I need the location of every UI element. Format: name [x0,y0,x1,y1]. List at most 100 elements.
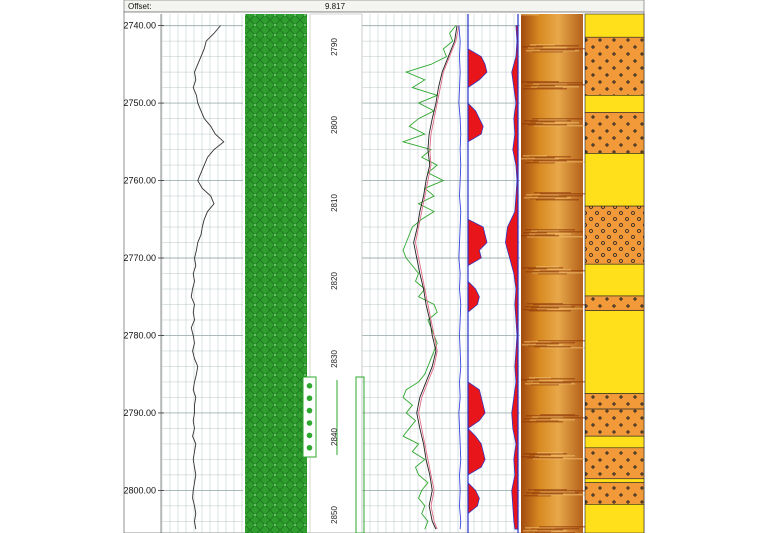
image-streak [521,456,539,458]
image-streak [537,452,563,454]
lithology-interval [584,310,645,394]
image-streak [529,454,551,456]
image-streak [525,229,575,231]
image-streak [533,304,587,306]
image-streak [530,121,555,123]
secondary-tick-label: 2820 [330,272,339,290]
depth-tick-label: 2750.00 [123,98,156,108]
lithology-interval [584,447,645,480]
image-streak [534,346,571,348]
core-dot [306,432,313,439]
secondary-tick-label: 2840 [330,428,339,446]
image-streak [526,492,579,494]
image-streak [523,88,567,90]
log-curve [413,25,458,530]
lithology-interval [584,393,645,410]
image-streak [531,230,559,232]
header-bar [123,0,645,13]
image-streak [534,48,591,50]
grid-lines [161,14,520,533]
image-streak [531,384,559,386]
secondary-tick-label: 2850 [330,506,339,524]
image-streak [540,270,595,272]
image-streak [525,527,555,529]
image-streak [521,235,559,237]
image-streak [526,50,579,52]
secondary-tick-label: 2790 [330,38,339,56]
depth-tick-label: 2740.00 [123,21,156,31]
image-streak [535,157,555,159]
image-streak [522,123,543,125]
image-streak [524,418,551,420]
image-streak [526,415,579,417]
secondary-tick-label: 2800 [330,116,339,134]
image-streak [528,124,567,126]
image-streak [540,193,595,195]
image-streak [535,234,555,236]
lithology-interval [584,13,645,38]
depth-tick-label: 2770.00 [123,253,156,263]
image-streak [525,85,555,87]
image-streak [540,49,575,51]
image-streak [536,45,579,47]
image-streak [525,162,555,164]
image-streak [524,197,571,199]
depth-axis: 2740.00 2750.00 2760.00 2770.00 2780.00 2790.… [123,14,164,533]
core-dot [306,444,313,451]
image-streak [530,198,555,200]
image-streak [522,421,563,423]
lithology-interval [584,95,645,113]
image-streak [527,236,583,238]
image-streak [538,196,567,198]
image-streak [527,82,583,84]
image-streak [528,345,547,347]
image-streak [526,194,559,196]
image-streak [528,489,567,491]
image-streak [524,341,551,343]
image-streak [530,44,555,46]
secondary-depth-axis: 2790 2800 2810 2820 2830 2840 2850 [330,38,339,524]
image-streak [534,192,571,194]
image-streak [529,233,571,235]
image-streak [523,155,547,157]
core-box [302,376,317,458]
image-streak [540,491,575,493]
image-streak [539,161,591,163]
image-streak [538,273,567,275]
image-streak [531,307,559,309]
image-streak [528,268,547,270]
image-streak [532,493,563,495]
image-streak [539,382,571,384]
image-streak [538,340,587,342]
image-log-streaks [521,14,595,533]
image-streak [536,420,559,422]
image-streak [522,267,563,269]
image-streak [522,46,543,48]
image-streak [525,383,575,385]
lithology-interval [584,482,645,505]
image-streak [524,120,571,122]
secondary-tick-label: 2810 [330,194,339,212]
image-streak [540,347,595,349]
depth-tick-label: 2760.00 [123,176,156,186]
image-streak [529,377,551,379]
lithology-column [584,13,645,533]
image-streak [534,490,591,492]
offset-label: Offset: [128,2,151,11]
image-streak [523,453,567,455]
image-streak [533,160,567,162]
image-streak [537,308,583,310]
image-streak [532,51,563,53]
image-streak [528,47,567,49]
lithology-interval [584,435,645,449]
core-dot [306,420,313,426]
image-streak [521,14,539,16]
image-streak [534,125,591,127]
image-streak [532,195,583,197]
secondary-depth-track [309,13,363,533]
image-streak [536,122,579,124]
image-streak [537,529,563,531]
image-streak [526,271,559,273]
image-streak [529,531,551,533]
